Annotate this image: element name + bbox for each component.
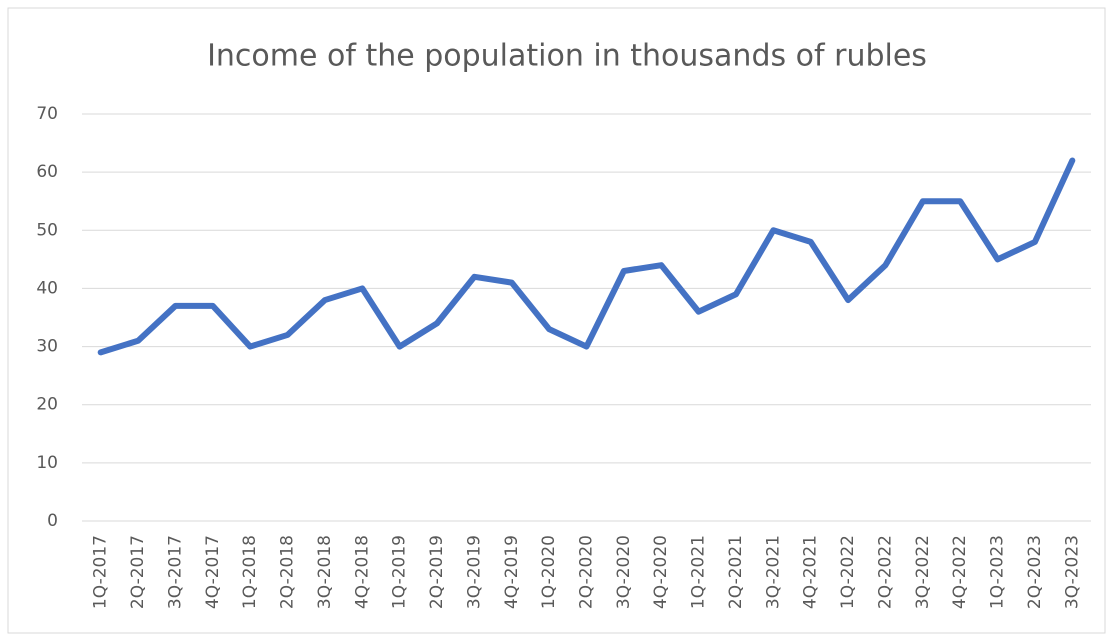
x-tick-label: 4Q-2022 (950, 535, 970, 609)
chart-border (7, 7, 1106, 634)
x-tick-label: 3Q-2017 (165, 535, 185, 609)
x-tick-label: 4Q-2017 (203, 535, 223, 609)
y-tick-label: 70 (36, 104, 58, 124)
x-tick-label: 4Q-2020 (651, 535, 671, 609)
x-tick-label: 2Q-2022 (875, 535, 895, 609)
x-tick-label: 4Q-2019 (502, 535, 522, 609)
chart-title: Income of the population in thousands of… (207, 39, 927, 74)
x-tick-label: 1Q-2018 (240, 535, 260, 609)
x-tick-label: 1Q-2017 (91, 535, 111, 609)
x-tick-label: 3Q-2023 (1062, 535, 1082, 609)
x-tick-label: 1Q-2022 (838, 535, 858, 609)
x-tick-label: 2Q-2019 (427, 535, 447, 609)
x-tick-label: 4Q-2018 (352, 535, 372, 609)
x-tick-label: 2Q-2018 (278, 535, 298, 609)
x-tick-label: 2Q-2017 (128, 535, 148, 609)
x-tick-label: 4Q-2021 (801, 535, 821, 609)
x-tick-label: 2Q-2023 (1025, 535, 1045, 609)
x-tick-label: 3Q-2018 (315, 535, 335, 609)
y-tick-label: 60 (36, 162, 58, 182)
line-series (97, 157, 1076, 356)
y-tick-label: 10 (36, 453, 58, 473)
y-tick-label: 40 (36, 278, 58, 298)
y-tick-label: 20 (36, 395, 58, 415)
x-tick-label: 2Q-2021 (726, 535, 746, 609)
y-tick-label: 0 (47, 511, 58, 531)
x-tick-label: 2Q-2020 (577, 535, 597, 609)
y-tick-label: 30 (36, 337, 58, 357)
x-tick-label: 3Q-2020 (614, 535, 634, 609)
x-tick-label: 3Q-2021 (763, 535, 783, 609)
x-tick-label: 3Q-2019 (464, 535, 484, 609)
x-tick-label: 1Q-2023 (988, 535, 1008, 609)
x-tick-label: 1Q-2019 (390, 535, 410, 609)
x-tick-label: 3Q-2022 (913, 535, 933, 609)
y-tick-label: 50 (36, 220, 58, 240)
x-tick-label: 1Q-2020 (539, 535, 559, 609)
x-tick-label: 1Q-2021 (689, 535, 709, 609)
